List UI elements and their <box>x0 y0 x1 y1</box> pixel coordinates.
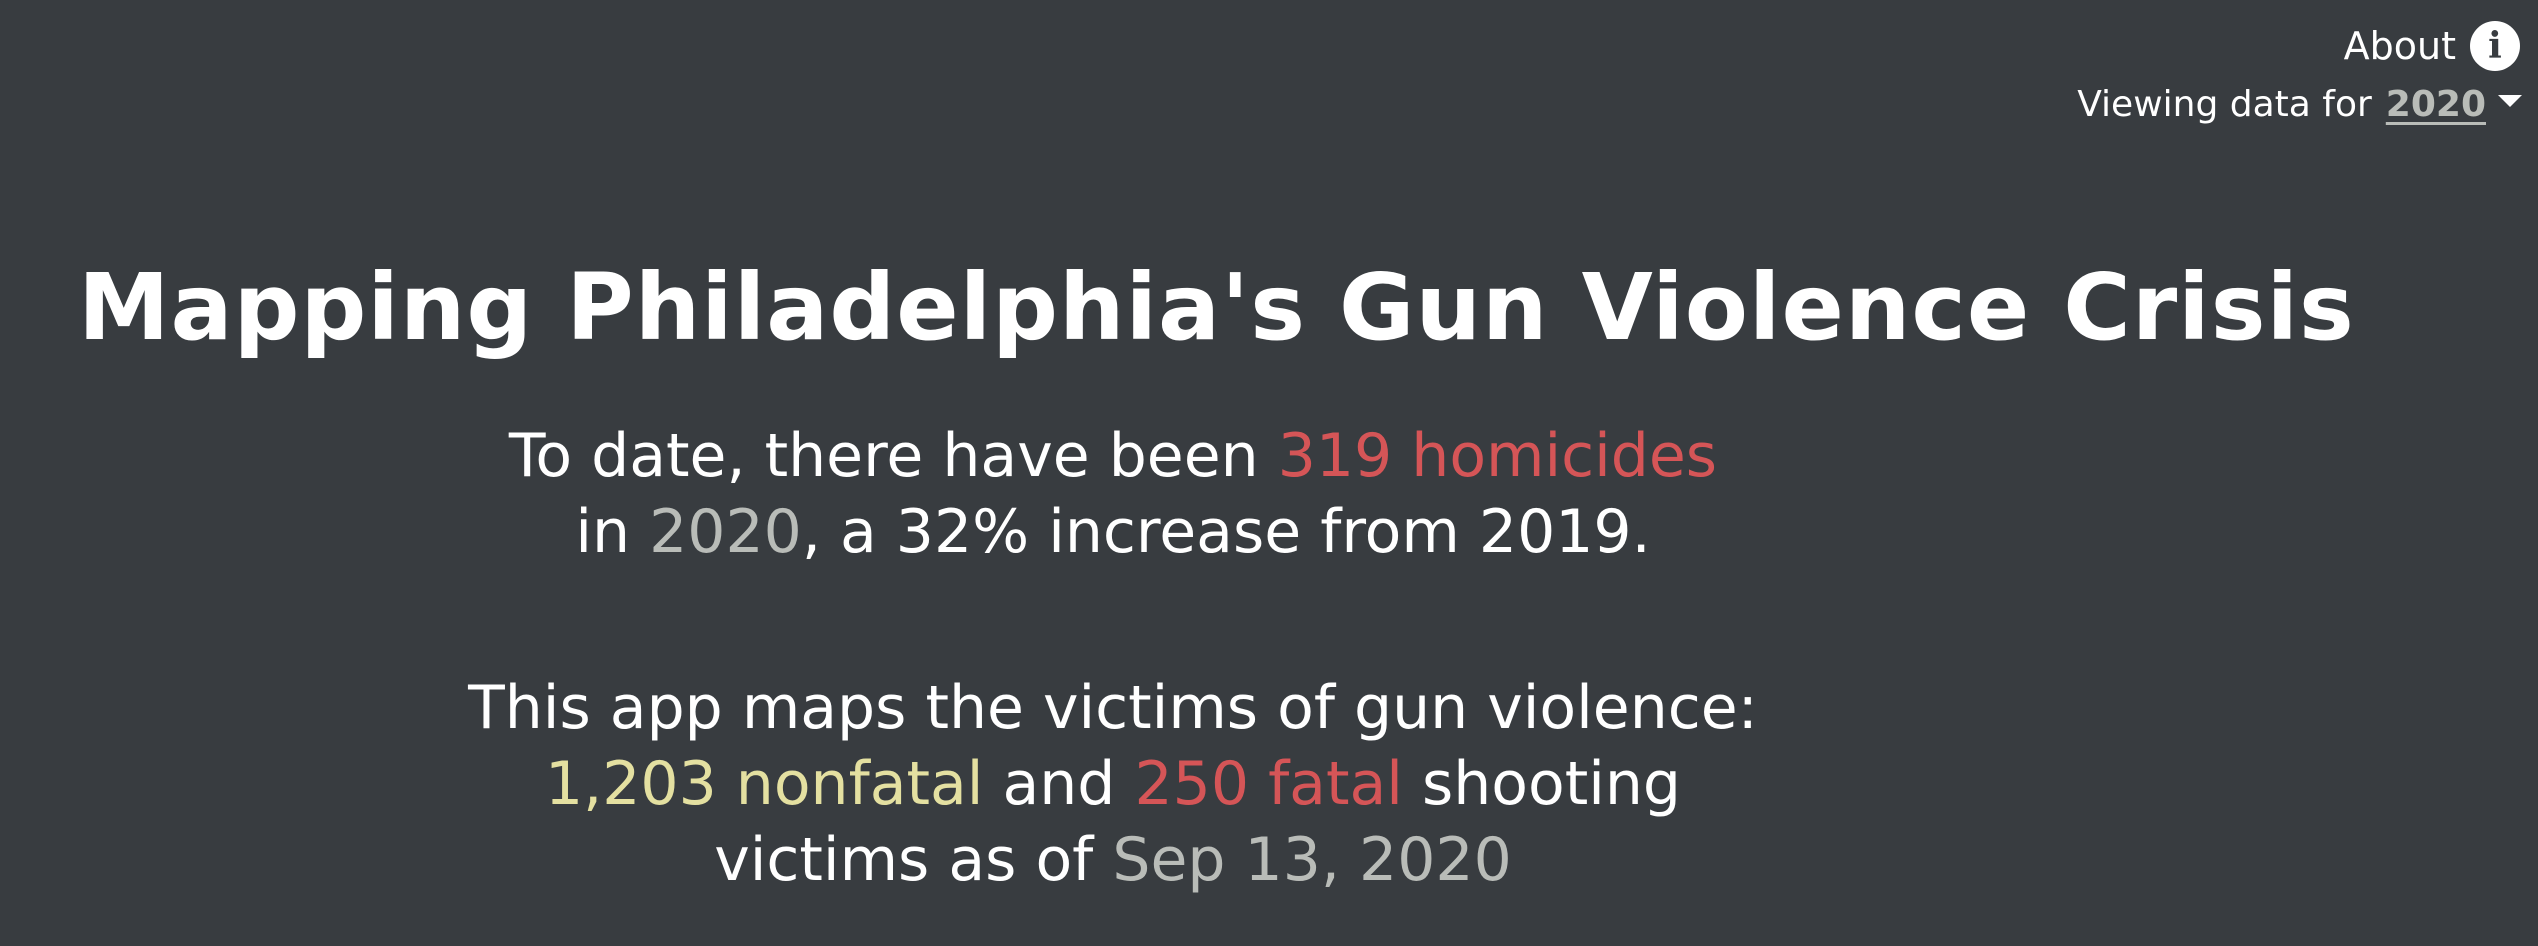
year-selector-row: Viewing data for 2020 <box>2077 78 2522 132</box>
top-right-controls: About i Viewing data for 2020 <box>1638 0 2538 140</box>
homicides-prefix: To date, there have been <box>508 421 1278 491</box>
in-word: in <box>575 497 650 567</box>
year-dropdown[interactable]: 2020 <box>2386 78 2522 132</box>
about-label[interactable]: About <box>2343 24 2456 68</box>
caret-down-icon[interactable] <box>2498 95 2522 107</box>
shooting-word: shooting <box>1402 749 1682 819</box>
viewing-data-label: Viewing data for <box>2077 84 2372 125</box>
homicide-count: 319 homicides <box>1277 421 1718 491</box>
fatal-count: 250 fatal <box>1134 749 1403 819</box>
increase-text: , a 32% increase from 2019. <box>801 497 1651 567</box>
victims-summary: This app maps the victims of gun violenc… <box>0 670 2226 898</box>
victims-line-2: 1,203 nonfatal and 250 fatal shooting <box>0 746 2226 822</box>
about-link[interactable]: About i <box>2344 18 2520 74</box>
selected-year[interactable]: 2020 <box>2385 84 2486 125</box>
homicide-line-2: in 2020, a 32% increase from 2019. <box>0 494 2226 570</box>
as-of-date: Sep 13, 2020 <box>1112 825 1512 895</box>
homicide-summary: To date, there have been 319 homicides i… <box>0 418 2226 570</box>
as-of-prefix: victims as of <box>714 825 1113 895</box>
summary-year: 2020 <box>649 497 802 567</box>
victims-intro: This app maps the victims of gun violenc… <box>468 673 1758 743</box>
and-word: and <box>983 749 1135 819</box>
victims-line-3: victims as of Sep 13, 2020 <box>0 822 2226 898</box>
info-icon[interactable]: i <box>2470 21 2520 71</box>
page-title: Mapping Philadelphia's Gun Violence Cris… <box>78 254 2355 361</box>
nonfatal-count: 1,203 nonfatal <box>544 749 984 819</box>
homicide-line-1: To date, there have been 319 homicides <box>0 418 2226 494</box>
